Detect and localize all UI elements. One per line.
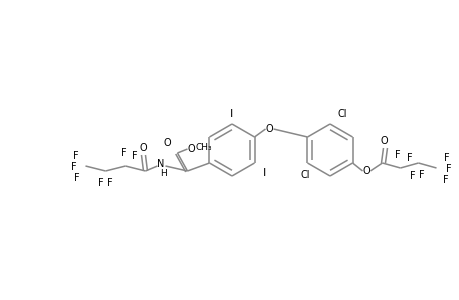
Text: F: F bbox=[406, 153, 411, 163]
Text: O: O bbox=[380, 136, 387, 146]
Text: Cl: Cl bbox=[300, 170, 309, 180]
Text: I: I bbox=[263, 168, 266, 178]
Text: CH₃: CH₃ bbox=[195, 142, 211, 152]
Text: N: N bbox=[157, 159, 164, 169]
Text: F: F bbox=[97, 178, 103, 188]
Text: O: O bbox=[163, 138, 171, 148]
Text: F: F bbox=[445, 164, 450, 174]
Text: F: F bbox=[418, 170, 423, 180]
Text: O: O bbox=[265, 124, 273, 134]
Text: F: F bbox=[106, 178, 112, 188]
Text: F: F bbox=[73, 173, 79, 183]
Text: F: F bbox=[394, 150, 399, 160]
Text: O: O bbox=[187, 144, 195, 154]
Text: F: F bbox=[71, 162, 76, 172]
Text: F: F bbox=[120, 148, 126, 158]
Text: F: F bbox=[409, 171, 414, 181]
Text: O: O bbox=[362, 166, 369, 176]
Text: O: O bbox=[140, 143, 147, 153]
Text: F: F bbox=[131, 151, 137, 161]
Text: F: F bbox=[443, 153, 448, 163]
Text: I: I bbox=[230, 109, 233, 119]
Text: H: H bbox=[160, 169, 167, 178]
Text: F: F bbox=[442, 175, 448, 185]
Text: Cl: Cl bbox=[336, 109, 346, 119]
Text: F: F bbox=[73, 151, 78, 161]
